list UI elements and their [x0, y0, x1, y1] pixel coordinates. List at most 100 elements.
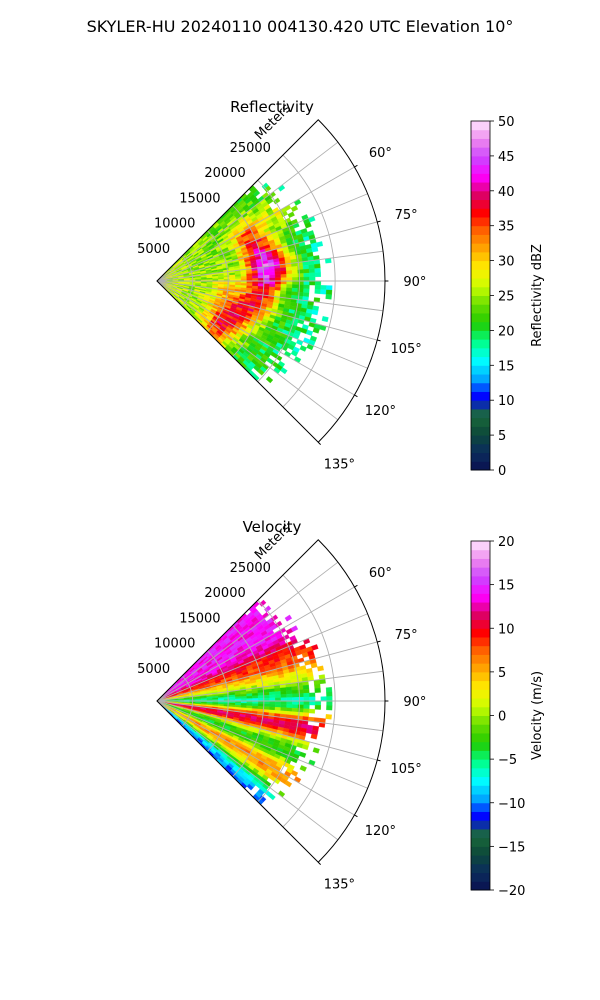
- azimuth-gridline: [156, 141, 339, 282]
- data-cell: [321, 316, 329, 323]
- data-cell: [229, 276, 236, 280]
- angle-tick-label: 105°: [390, 762, 421, 777]
- data-cell: [285, 266, 293, 271]
- colorbar-segment: [471, 138, 490, 148]
- colorbar-segment: [471, 628, 490, 638]
- angle-tick-label: 75°: [395, 208, 418, 223]
- data-cell: [240, 696, 247, 699]
- data-cell: [257, 368, 265, 376]
- data-cell: [310, 733, 318, 740]
- data-cell: [303, 268, 310, 274]
- azimuth-gridline: [156, 280, 339, 421]
- data-cell: [303, 276, 310, 282]
- colorbar-segment: [471, 541, 490, 551]
- data-cell: [291, 269, 299, 275]
- data-cell: [280, 704, 287, 708]
- data-cell: [291, 266, 298, 271]
- colorbar-segment: [471, 121, 490, 131]
- data-cell: [252, 703, 259, 707]
- colorbar-segment: [471, 602, 490, 612]
- data-cell: [317, 665, 324, 672]
- colorbar-label: Reflectivity dBZ: [530, 244, 545, 347]
- data-cell: [274, 267, 281, 272]
- polar-panel-reflectivity: 60° 75° 90° 105° 120° 135° 5000 10000 15000 20000…: [137, 98, 545, 479]
- data-cell: [286, 277, 293, 282]
- data-cell: [280, 367, 288, 375]
- colorbar-label: Velocity (m/s): [530, 671, 545, 760]
- data-cell: [280, 274, 287, 278]
- colorbar-segment: [471, 400, 490, 410]
- data-cell: [291, 686, 298, 691]
- azimuth-gridline: [156, 700, 368, 789]
- data-cell: [299, 751, 307, 758]
- data-cell: [326, 691, 333, 697]
- angle-tick: [354, 394, 358, 398]
- data-cell: [269, 283, 276, 288]
- data-cell: [297, 269, 304, 274]
- angle-tick: [377, 759, 381, 762]
- data-cell: [299, 765, 307, 772]
- colorbar-segment: [471, 610, 490, 621]
- colorbar-segment: [471, 208, 490, 218]
- azimuth-gridline: [156, 586, 355, 702]
- data-cell: [303, 688, 310, 694]
- data-cell: [240, 276, 247, 279]
- data-cell: [292, 704, 299, 709]
- data-cell: [257, 703, 264, 707]
- angle-tick-label: 75°: [395, 628, 418, 643]
- data-cell: [253, 190, 261, 197]
- azimuth-gridline: [156, 700, 355, 816]
- data-cell: [303, 700, 310, 706]
- data-cell: [274, 687, 281, 692]
- colorbar-segment: [471, 234, 490, 244]
- colorbar-segment: [471, 173, 490, 183]
- colorbar-segment: [471, 347, 490, 358]
- sector-frame: [156, 119, 386, 443]
- data-cell: [297, 284, 304, 289]
- azimuth-gridline: [156, 641, 378, 702]
- data-cell: [264, 185, 272, 193]
- colorbar-segment: [471, 225, 490, 235]
- colorbar-segment: [471, 216, 490, 227]
- data-cell: [304, 222, 312, 229]
- data-cell: [303, 704, 310, 710]
- data-cell: [292, 280, 299, 285]
- colorbar-segment: [471, 567, 490, 577]
- radial-tick-label: 20000: [204, 166, 245, 181]
- colorbar-tick-label: 0: [498, 464, 506, 479]
- data-cell: [274, 703, 282, 708]
- data-cell: [263, 274, 270, 279]
- data-cell: [274, 274, 282, 279]
- data-cell: [303, 708, 310, 714]
- colorbar-segment: [471, 794, 490, 804]
- data-cell: [312, 327, 320, 334]
- colorbar-segment: [471, 785, 490, 795]
- data-cell: [285, 686, 293, 691]
- data-cell: [273, 197, 281, 205]
- data-cell: [280, 707, 287, 712]
- data-cell: [286, 284, 293, 289]
- data-cell: [252, 283, 259, 287]
- data-cell: [274, 694, 282, 699]
- data-cell: [274, 707, 281, 711]
- colorbar-segment: [471, 767, 490, 778]
- data-cell: [305, 728, 313, 735]
- colorbar-segment: [471, 593, 490, 603]
- colorbar-tick-label: 5: [498, 429, 506, 444]
- colorbar-segment: [471, 802, 490, 812]
- radial-tick-label: 10000: [154, 637, 195, 652]
- data-cell: [269, 700, 276, 705]
- colorbar-segment: [471, 636, 490, 647]
- data-cell: [303, 272, 310, 278]
- data-cell: [314, 687, 321, 693]
- colorbar-tick-label: 40: [498, 185, 515, 200]
- radial-tick-label: 25000: [230, 141, 271, 156]
- data-cell: [325, 687, 333, 693]
- data-cell: [259, 599, 267, 607]
- colorbar-segment: [471, 278, 490, 288]
- figure-suptitle: SKYLER-HU 20240110 004130.420 UTC Elevat…: [87, 17, 514, 36]
- data-cell: [302, 684, 310, 690]
- data-cell: [297, 704, 304, 709]
- data-cell: [325, 294, 332, 300]
